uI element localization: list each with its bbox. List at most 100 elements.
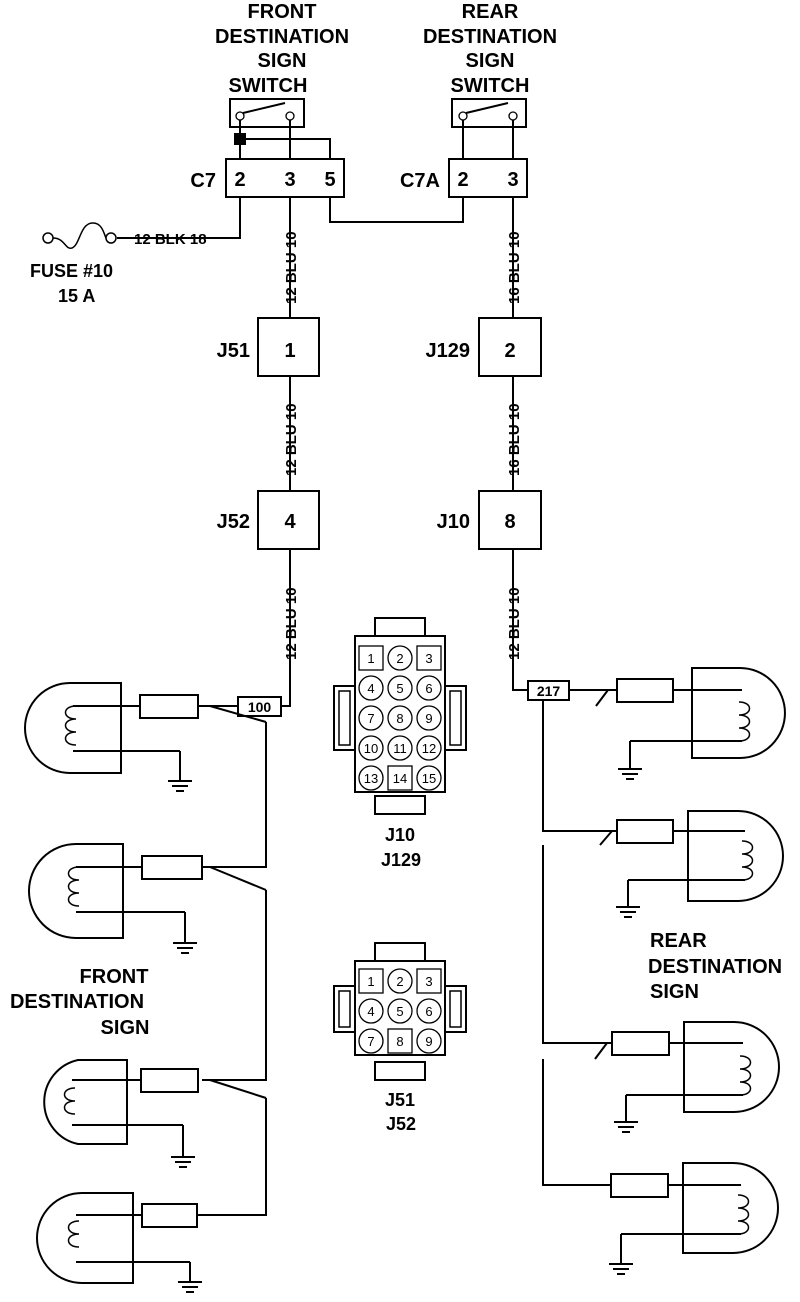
front-switch-title-line-1: FRONT [248,1,317,23]
front-switch-title-line-2: DESTINATION [215,26,349,48]
rear-sign-label-line-2: DESTINATION [648,956,782,978]
front-sign-label-line-1: FRONT [80,966,149,988]
rear-sign-label-line-1: REAR [650,930,707,952]
rear-switch-contact-a [458,111,468,121]
front-lamp-2 [28,843,203,954]
c7-pin-2: 2 [234,169,245,191]
j52-connector [257,490,320,550]
pins9-number-4: 4 [367,1004,374,1019]
front-switch-contact-a [235,111,245,121]
connector-9pin-label-1: J51 [385,1090,415,1110]
pins15-cavity-11 [387,735,413,761]
rear-switch-title-line-2: DESTINATION [423,26,557,48]
pins15-number-14: 14 [393,771,407,786]
pins9-cavity-9 [416,1028,442,1054]
pins15-cavity-13 [358,765,384,791]
pins15-cavity-15 [416,765,442,791]
pins9-number-6: 6 [425,1004,432,1019]
fuse-feed-wire [117,197,241,239]
c7a-pin-2: 2 [457,169,468,191]
connector-15pin-label-2: J129 [381,850,421,870]
pins9-number-3: 3 [425,974,432,989]
pins15-number-4: 4 [367,681,374,696]
front-destination-sign-switch: FRONT DESTINATION SIGN SWITCH [215,1,349,128]
front-switch-contact-b [285,111,295,121]
fuse-terminal-right [105,232,117,244]
j129-label: J129 [426,340,471,362]
pins15-cavity-5 [387,675,413,701]
pins15-cavity-12 [416,735,442,761]
front-switch-title-line-4: SWITCH [229,75,308,97]
pins15-number-7: 7 [367,711,374,726]
pins15-cavity-1 [358,645,384,671]
j51-pin: 1 [284,340,295,362]
wire-label-j10-splice: 12 BLU 10 [506,587,523,660]
front-switch-title-line-3: SIGN [258,50,307,72]
pins15-number-8: 8 [396,711,403,726]
rear-splice-label: 217 [537,683,561,699]
wire-label-c7a-j129: 16 BLU 10 [506,231,523,304]
j10-connector [478,490,542,550]
pins15-cavity-10 [358,735,384,761]
pins9-cavity-6 [416,998,442,1024]
front-splice-label: 100 [248,699,272,715]
j52-pin: 4 [284,511,296,533]
pins9-number-8: 8 [396,1034,403,1049]
rear-sign-label-line-3: SIGN [650,981,699,1003]
rear-switch-title-line-3: SIGN [466,50,515,72]
pins9-cavity-3 [416,968,442,994]
pins15-number-15: 15 [422,771,436,786]
pins15-number-5: 5 [396,681,403,696]
pins9-number-2: 2 [396,974,403,989]
pins15-number-10: 10 [364,741,378,756]
rear-destination-sign-switch: REAR DESTINATION SIGN SWITCH [423,1,557,128]
c7-pin-5: 5 [324,169,335,191]
c7-pin-3: 3 [284,169,295,191]
rear-lamp-3 [611,1021,780,1133]
pins15-cavity-9 [416,705,442,731]
c7a-label: C7A [400,170,440,192]
connector-9pin-label-2: J52 [386,1114,416,1134]
front-sign-label-line-2: DESTINATION [10,991,144,1013]
pins9-number-7: 7 [367,1034,374,1049]
c7-connector [225,158,345,198]
j10-label: J10 [437,511,470,533]
fuse-element [52,222,107,249]
pins15-number-9: 9 [425,711,432,726]
pins15-cavity-8 [387,705,413,731]
rear-switch-lever [465,102,509,114]
pins15-cavity-7 [358,705,384,731]
pins15-number-3: 3 [425,651,432,666]
j51-label: J51 [217,340,250,362]
front-lamp-3 [43,1059,199,1168]
c7a-pin-3: 3 [507,169,518,191]
c7a-connector [448,158,528,198]
front-switch-jumper-node [234,133,246,145]
pins9-cavity-5 [387,998,413,1024]
fuse-wire-label: 12 BLK 18 [134,231,207,248]
wire-label-j129-j10: 16 BLU 10 [506,403,523,476]
fuse-terminal-left [42,232,54,244]
front-sign-label-line-3: SIGN [101,1017,150,1039]
pins15-number-12: 12 [422,741,436,756]
rear-lamp-4 [609,1162,779,1275]
pins9-number-9: 9 [425,1034,432,1049]
rear-switch-title-line-1: REAR [462,1,519,23]
pins9-cavity-7 [358,1028,384,1054]
wire-label-c7-j51: 12 BLU 10 [283,231,300,304]
pins15-cavity-3 [416,645,442,671]
pins15-number-11: 11 [393,741,407,756]
rear-lamp-1 [616,667,786,780]
fuse-label-line-2: 15 A [58,286,95,306]
front-lamp-1 [24,682,199,792]
wire-label-j52-splice: 12 BLU 10 [283,587,300,660]
pins15-number-1: 1 [367,651,374,666]
rear-lamp-2 [616,810,784,918]
connector-9pin-face: 1 2 3 4 5 6 7 8 9 [333,942,467,1081]
j10-pin: 8 [504,511,515,533]
pins9-cavity-1 [358,968,384,994]
wire-label-j51-j52: 12 BLU 10 [283,403,300,476]
pins15-cavity-14 [387,765,413,791]
